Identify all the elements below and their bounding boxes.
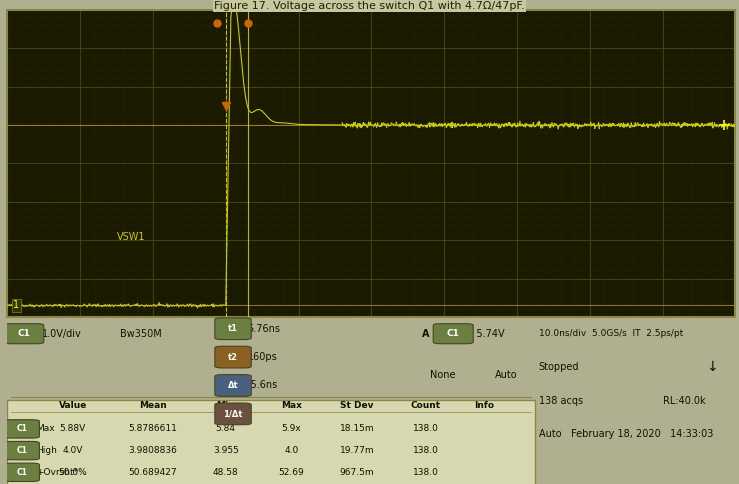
FancyBboxPatch shape xyxy=(215,375,251,396)
Text: Stopped: Stopped xyxy=(539,362,579,372)
Text: 1: 1 xyxy=(13,301,19,311)
Text: C1: C1 xyxy=(447,329,460,338)
Text: 52.69: 52.69 xyxy=(279,468,304,477)
Text: 138.0: 138.0 xyxy=(413,468,439,477)
Text: 5.84: 5.84 xyxy=(216,424,236,433)
Text: 160ps: 160ps xyxy=(248,352,277,362)
Text: 138.0: 138.0 xyxy=(413,446,439,455)
FancyBboxPatch shape xyxy=(4,441,39,460)
FancyBboxPatch shape xyxy=(215,318,251,340)
FancyBboxPatch shape xyxy=(7,400,535,484)
Text: Max: Max xyxy=(281,401,302,410)
Text: Bᴡ350M: Bᴡ350M xyxy=(120,329,162,339)
Text: 5.76ns: 5.76ns xyxy=(248,324,281,333)
FancyBboxPatch shape xyxy=(215,403,251,425)
Text: Value: Value xyxy=(58,401,87,410)
Text: 4.0: 4.0 xyxy=(285,446,299,455)
Text: Mean: Mean xyxy=(139,401,167,410)
FancyBboxPatch shape xyxy=(433,324,473,344)
Text: VSW1: VSW1 xyxy=(117,232,145,242)
Text: A: A xyxy=(422,329,430,339)
Text: Auto: Auto xyxy=(495,370,518,380)
Text: 5.8786611: 5.8786611 xyxy=(129,424,177,433)
Text: ↓: ↓ xyxy=(706,360,718,374)
Text: 138.0: 138.0 xyxy=(413,424,439,433)
Text: Δt: Δt xyxy=(228,381,239,390)
Text: 10.0ns/div  5.0GS/s  IT  2.5ps/pt: 10.0ns/div 5.0GS/s IT 2.5ps/pt xyxy=(539,329,683,338)
Text: 3.955: 3.955 xyxy=(213,446,239,455)
Text: +Ovrsht*: +Ovrsht* xyxy=(36,468,78,477)
FancyBboxPatch shape xyxy=(215,346,251,368)
Text: 50.689427: 50.689427 xyxy=(129,468,177,477)
Text: C1: C1 xyxy=(16,446,27,455)
Text: 5.88V: 5.88V xyxy=(60,424,86,433)
Text: RL:40.0k: RL:40.0k xyxy=(663,395,705,406)
Text: C1: C1 xyxy=(16,424,27,433)
Text: -5.6ns: -5.6ns xyxy=(248,380,278,391)
Text: Max: Max xyxy=(36,424,55,433)
Text: None: None xyxy=(429,370,455,380)
Text: 5.9x: 5.9x xyxy=(282,424,302,433)
Text: 19.77m: 19.77m xyxy=(339,446,374,455)
Text: t2: t2 xyxy=(228,353,238,362)
Text: 50.0%: 50.0% xyxy=(58,468,87,477)
Text: 1.0V/div: 1.0V/div xyxy=(42,329,82,339)
Text: 4.0V: 4.0V xyxy=(63,446,83,455)
Text: t1: t1 xyxy=(228,324,238,333)
Text: 178.571MHz: 178.571MHz xyxy=(248,409,309,419)
Text: Auto   February 18, 2020   14:33:03: Auto February 18, 2020 14:33:03 xyxy=(539,429,713,439)
Text: 967.5m: 967.5m xyxy=(339,468,374,477)
Text: C1: C1 xyxy=(16,468,27,477)
FancyBboxPatch shape xyxy=(4,420,39,438)
Text: 138 acqs: 138 acqs xyxy=(539,395,583,406)
Text: 1/Δt: 1/Δt xyxy=(223,409,243,418)
Text: 18.15m: 18.15m xyxy=(339,424,374,433)
Text: St Dev: St Dev xyxy=(340,401,373,410)
FancyBboxPatch shape xyxy=(4,324,44,344)
Text: 48.58: 48.58 xyxy=(213,468,239,477)
Text: Figure 17. Voltage across the switch Q1 with 4.7Ω/47pF.: Figure 17. Voltage across the switch Q1 … xyxy=(214,1,525,11)
Text: High: High xyxy=(36,446,58,455)
Text: 3.9808836: 3.9808836 xyxy=(129,446,177,455)
FancyBboxPatch shape xyxy=(4,463,39,482)
Text: Count: Count xyxy=(411,401,441,410)
Text: Min: Min xyxy=(217,401,235,410)
Text: Info: Info xyxy=(474,401,494,410)
Text: / 5.74V: / 5.74V xyxy=(469,329,504,339)
Text: C1: C1 xyxy=(17,329,30,338)
